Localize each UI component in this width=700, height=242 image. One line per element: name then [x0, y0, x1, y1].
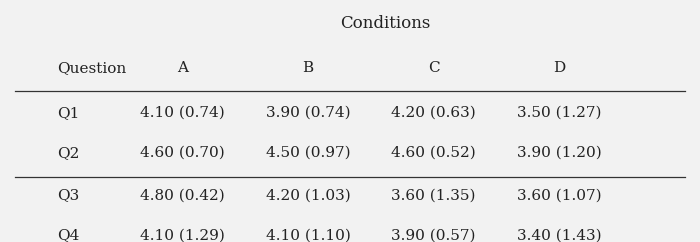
Text: 3.60 (1.07): 3.60 (1.07): [517, 188, 601, 202]
Text: 4.20 (0.63): 4.20 (0.63): [391, 106, 476, 120]
Text: Conditions: Conditions: [340, 15, 430, 32]
Text: 4.80 (0.42): 4.80 (0.42): [140, 188, 225, 202]
Text: 4.50 (0.97): 4.50 (0.97): [266, 146, 351, 160]
Text: C: C: [428, 61, 440, 75]
Text: Q1: Q1: [57, 106, 80, 120]
Text: B: B: [302, 61, 314, 75]
Text: 3.90 (0.74): 3.90 (0.74): [266, 106, 351, 120]
Text: 3.90 (1.20): 3.90 (1.20): [517, 146, 601, 160]
Text: 3.60 (1.35): 3.60 (1.35): [391, 188, 476, 202]
Text: 4.10 (1.10): 4.10 (1.10): [266, 228, 351, 242]
Text: A: A: [177, 61, 188, 75]
Text: Q3: Q3: [57, 188, 79, 202]
Text: Q4: Q4: [57, 228, 80, 242]
Text: Q2: Q2: [57, 146, 80, 160]
Text: 3.40 (1.43): 3.40 (1.43): [517, 228, 601, 242]
Text: 3.50 (1.27): 3.50 (1.27): [517, 106, 601, 120]
Text: 3.90 (0.57): 3.90 (0.57): [391, 228, 476, 242]
Text: Question: Question: [57, 61, 127, 75]
Text: 4.20 (1.03): 4.20 (1.03): [266, 188, 351, 202]
Text: 4.10 (1.29): 4.10 (1.29): [140, 228, 225, 242]
Text: 4.10 (0.74): 4.10 (0.74): [140, 106, 225, 120]
Text: 4.60 (0.52): 4.60 (0.52): [391, 146, 476, 160]
Text: 4.60 (0.70): 4.60 (0.70): [140, 146, 225, 160]
Text: D: D: [553, 61, 566, 75]
